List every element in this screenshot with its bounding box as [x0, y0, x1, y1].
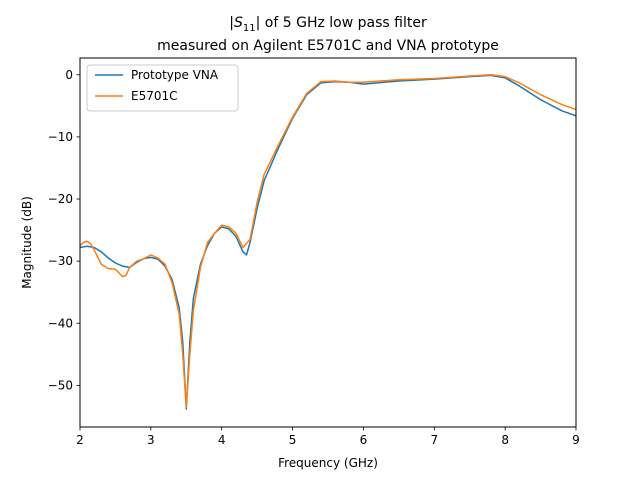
y-tick-label: −40 [48, 316, 73, 330]
y-tick-label: −30 [48, 254, 73, 268]
legend-box [86, 64, 239, 112]
plot-area-frame [79, 57, 577, 428]
legend-label-e5701c: E5701C [131, 89, 178, 103]
legend: Prototype VNA E5701C [86, 64, 239, 112]
x-tick-label: 8 [501, 433, 509, 447]
x-tick-label: 6 [360, 433, 368, 447]
y-tick-label: −20 [48, 192, 73, 206]
y-tick-label: −50 [48, 378, 73, 392]
chart-title-line2: measured on Agilent E5701C and VNA proto… [157, 38, 499, 54]
x-tick-label: 4 [218, 433, 226, 447]
series-line-e5701c [80, 74, 576, 408]
x-tick-label: 9 [572, 433, 580, 447]
y-tick-label: 0 [65, 68, 73, 82]
x-tick-label: 3 [147, 433, 155, 447]
chart-title-line1: |S11| of 5 GHz low pass filter [229, 15, 427, 34]
y-tick-label: −10 [48, 130, 73, 144]
x-axis-label: Frequency (GHz) [278, 456, 378, 470]
x-tick-label: 5 [289, 433, 297, 447]
legend-label-prototype-vna: Prototype VNA [131, 68, 219, 82]
x-tick-label: 7 [430, 433, 438, 447]
y-axis-label: Magnitude (dB) [20, 196, 34, 289]
x-tick-label: 2 [76, 433, 84, 447]
